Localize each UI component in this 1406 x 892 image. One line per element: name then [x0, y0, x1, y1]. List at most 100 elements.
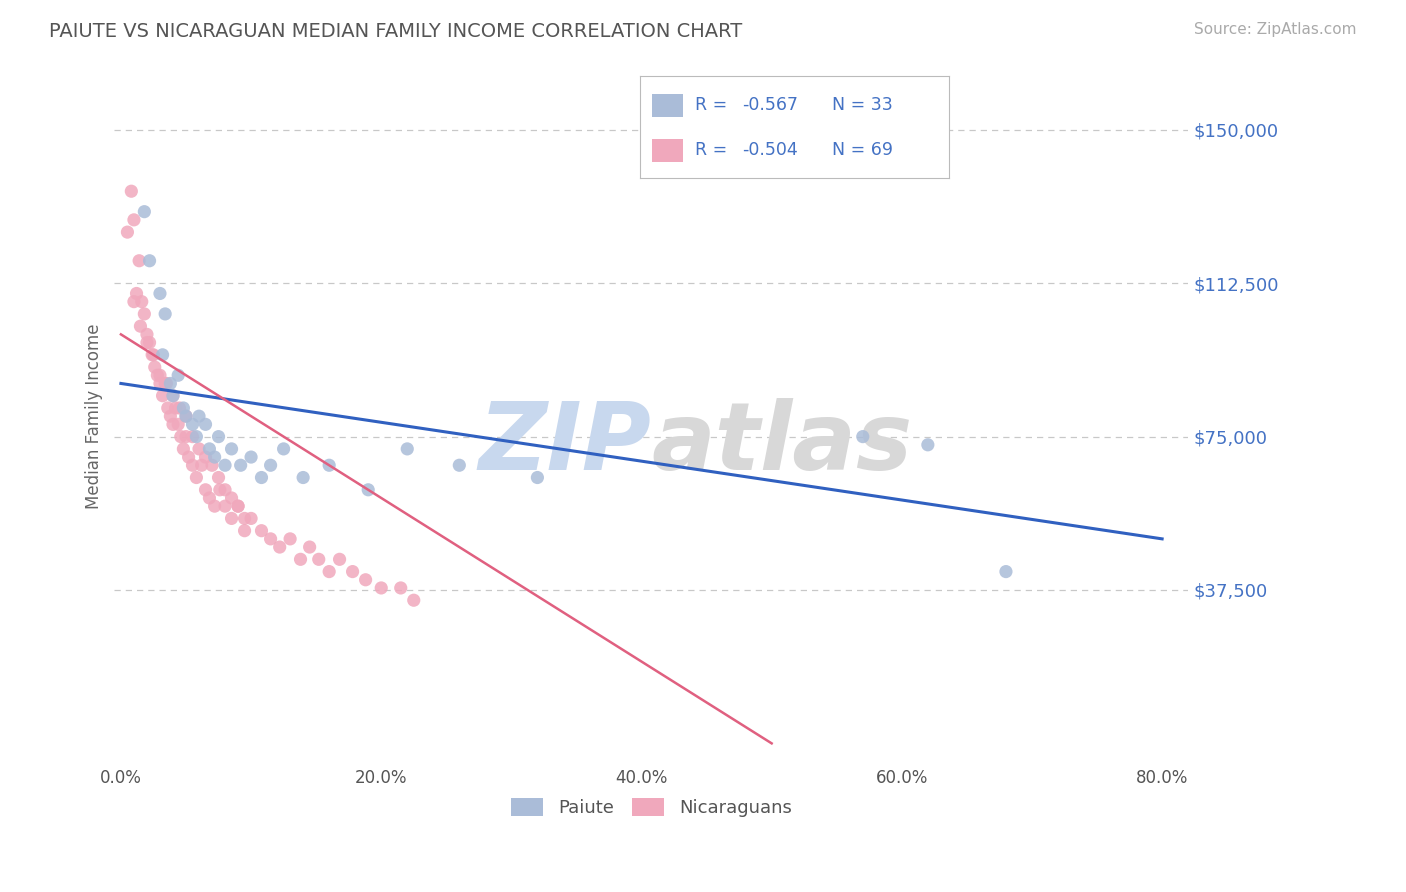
Point [269, 540, 291, 554]
Point [278, 532, 301, 546]
Point [136, 327, 159, 342]
Point [226, 499, 249, 513]
Point [174, 429, 197, 443]
Point [143, 360, 166, 375]
Point [186, 470, 208, 484]
Y-axis label: Median Family Income: Median Family Income [86, 324, 103, 509]
Point [136, 335, 159, 350]
Text: Source: ZipAtlas.com: Source: ZipAtlas.com [1194, 22, 1357, 37]
Point [162, 389, 184, 403]
Point [149, 368, 172, 383]
Point [146, 368, 169, 383]
Point [240, 450, 263, 464]
Point [190, 458, 212, 473]
Point [188, 442, 211, 456]
Point [229, 458, 252, 473]
Point [402, 593, 425, 607]
Point [172, 442, 194, 456]
Point [181, 417, 204, 432]
Text: -0.504: -0.504 [742, 141, 797, 159]
Point [138, 335, 160, 350]
Point [852, 429, 875, 443]
FancyBboxPatch shape [652, 139, 683, 162]
Point [250, 524, 273, 538]
Point [221, 491, 243, 505]
Point [233, 524, 256, 538]
Point [290, 552, 312, 566]
Point [167, 417, 190, 432]
Point [134, 307, 156, 321]
Point [156, 401, 179, 415]
Point [141, 348, 163, 362]
Point [152, 389, 174, 403]
Point [122, 212, 145, 227]
Point [155, 376, 177, 391]
Text: N = 69: N = 69 [831, 141, 893, 159]
Point [201, 458, 224, 473]
Text: ZIP: ZIP [478, 398, 651, 490]
Point [152, 348, 174, 362]
FancyBboxPatch shape [652, 95, 683, 117]
Point [292, 470, 315, 484]
Point [449, 458, 471, 473]
Point [120, 184, 142, 198]
Point [221, 442, 243, 456]
Text: R =: R = [696, 141, 728, 159]
Point [198, 491, 221, 505]
Point [174, 409, 197, 424]
Point [207, 429, 229, 443]
Point [125, 286, 148, 301]
Point [318, 458, 340, 473]
Point [153, 307, 176, 321]
Point [308, 552, 330, 566]
Point [204, 450, 226, 464]
Point [240, 511, 263, 525]
Point [153, 376, 176, 391]
Point [273, 442, 295, 456]
Point [159, 409, 181, 424]
Point [329, 552, 352, 566]
Point [149, 286, 172, 301]
Point [128, 253, 150, 268]
Point [298, 540, 321, 554]
Point [994, 565, 1017, 579]
Point [214, 458, 236, 473]
Point [149, 376, 172, 391]
Point [159, 376, 181, 391]
Point [250, 470, 273, 484]
Point [233, 511, 256, 525]
Point [177, 450, 200, 464]
Point [138, 253, 160, 268]
Point [221, 511, 243, 525]
Point [226, 499, 249, 513]
Point [162, 389, 184, 403]
Point [131, 294, 153, 309]
Point [259, 458, 281, 473]
Point [214, 499, 236, 513]
Point [204, 499, 226, 513]
Point [357, 483, 380, 497]
Point [169, 401, 191, 415]
Text: N = 33: N = 33 [831, 95, 893, 113]
Text: -0.567: -0.567 [742, 95, 797, 113]
Point [526, 470, 548, 484]
Point [165, 401, 187, 415]
Point [117, 225, 139, 239]
Point [194, 483, 217, 497]
Point [214, 483, 236, 497]
Point [142, 348, 165, 362]
Point [396, 442, 419, 456]
Point [181, 429, 204, 443]
Point [162, 417, 184, 432]
Legend: Paiute, Nicaraguans: Paiute, Nicaraguans [503, 790, 799, 824]
Point [259, 532, 281, 546]
Point [129, 319, 152, 334]
Text: PAIUTE VS NICARAGUAN MEDIAN FAMILY INCOME CORRELATION CHART: PAIUTE VS NICARAGUAN MEDIAN FAMILY INCOM… [49, 22, 742, 41]
Point [167, 368, 190, 383]
Point [134, 204, 156, 219]
Point [917, 438, 939, 452]
Point [370, 581, 392, 595]
Point [194, 417, 217, 432]
Point [194, 450, 217, 464]
Text: atlas: atlas [651, 398, 912, 490]
